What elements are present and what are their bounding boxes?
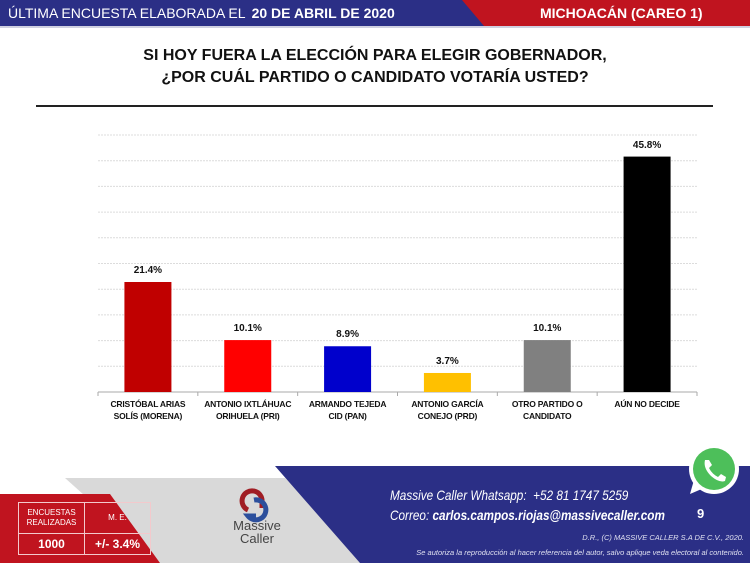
bar <box>324 346 372 392</box>
category-label-line: OTRO PARTIDO O <box>511 399 583 409</box>
category-label: ANTONIO GARCÍA CONEJO (PRD) <box>397 398 497 422</box>
data-label: 10.1% <box>233 323 262 335</box>
massive-caller-logo-text: Massive Caller <box>233 518 281 546</box>
category-label: OTRO PARTIDO O CANDIDATO <box>497 398 597 422</box>
email-contact: Correo: carlos.campos.riojas@massivecall… <box>390 507 665 523</box>
surveys-count: 1000 <box>18 533 85 555</box>
surveys-header-1: ENCUESTAS <box>27 508 76 517</box>
category-label-line: ANTONIO IXTLÁHUAC <box>204 399 292 409</box>
data-label: 21.4% <box>133 265 163 276</box>
surveys-header-2: REALIZADAS <box>26 518 77 527</box>
page-number: 9 <box>697 506 705 521</box>
title-divider <box>36 105 713 107</box>
category-label-line: SOLÍS (MORENA) <box>113 411 183 421</box>
copyright: D.R., (C) MASSIVE CALLER S.A DE C.V., 20… <box>582 533 744 542</box>
margin-error-value: +/- 3.4% <box>84 533 151 555</box>
category-label: CRISTÓBAL ARIAS SOLÍS (MORENA) <box>98 398 198 422</box>
category-label-line: CID (PAN) <box>328 411 367 421</box>
category-label-line: ANTONIO GARCÍA <box>411 399 484 409</box>
survey-date: 20 DE ABRIL DE 2020 <box>251 5 395 21</box>
category-label: ANTONIO IXTLÁHUAC ORIHUELA (PRI) <box>198 398 298 422</box>
survey-stats-table: ENCUESTAS REALIZADAS M. E. 1000 +/- 3.4% <box>18 502 151 555</box>
region-label: MICHOACÁN (CAREO 1) <box>540 5 703 21</box>
category-label-line: CRISTÓBAL ARIAS <box>110 399 186 409</box>
data-label: 8.9% <box>336 329 359 341</box>
whatsapp-contact: Massive Caller Whatsapp: +52 81 1747 525… <box>390 487 629 503</box>
category-label-line: ORIHUELA (PRI) <box>216 411 280 421</box>
title-line-1: SI HOY FUERA LA ELECCIÓN PARA ELEGIR GOB… <box>143 47 607 64</box>
category-label-line: CANDIDATO <box>523 411 572 421</box>
category-label: AÚN NO DECIDE <box>597 398 697 410</box>
footer-blue-band <box>275 466 750 563</box>
data-label: 45.8% <box>632 139 662 151</box>
question-title: SI HOY FUERA LA ELECCIÓN PARA ELEGIR GOB… <box>0 45 750 89</box>
massive-caller-logo-icon <box>239 488 269 523</box>
whatsapp-icon[interactable] <box>689 444 739 494</box>
email-link[interactable]: carlos.campos.riojas@massivecaller.com <box>432 507 665 523</box>
header-blue-band <box>0 0 484 26</box>
bar <box>124 282 172 392</box>
margin-error-header: M. E. <box>84 502 151 534</box>
category-label-line: CONEJO (PRD) <box>417 411 478 421</box>
category-label-line: AÚN NO DECIDE <box>614 399 680 409</box>
category-label: ARMANDO TEJEDA CID (PAN) <box>298 398 398 422</box>
bar <box>224 340 272 392</box>
bar <box>523 340 571 392</box>
whatsapp-number[interactable]: +52 81 1747 5259 <box>533 487 629 503</box>
category-label-line: ARMANDO TEJEDA <box>308 399 387 409</box>
bar <box>423 372 471 392</box>
header-underline <box>0 26 750 28</box>
reproduction-notice: Se autoriza la reproducción al hacer ref… <box>416 548 744 557</box>
title-line-2: ¿POR CUÁL PARTIDO O CANDIDATO VOTARÍA US… <box>161 69 589 86</box>
bar-chart <box>97 134 698 396</box>
data-label: 10.1% <box>533 323 562 335</box>
last-survey-label: ÚLTIMA ENCUESTA ELABORADA EL 20 DE ABRIL … <box>8 5 395 21</box>
data-label: 3.7% <box>436 355 459 367</box>
bar <box>623 156 671 392</box>
